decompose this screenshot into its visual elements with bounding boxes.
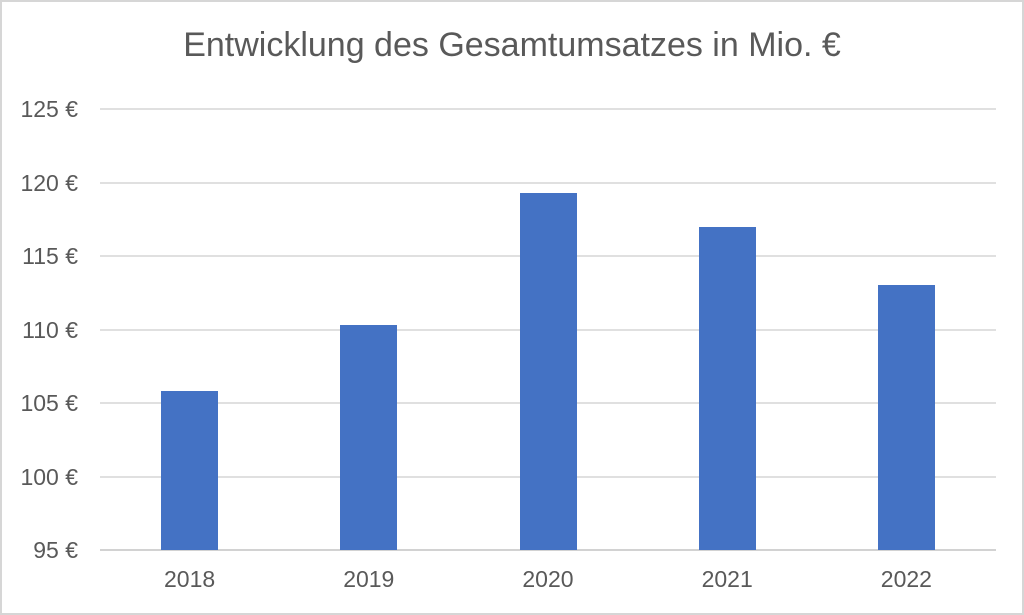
x-axis-label-2018: 2018 xyxy=(164,566,216,592)
y-axis-tick-label: 100 € xyxy=(20,463,78,490)
chart-title: Entwicklung des Gesamtumsatzes in Mio. € xyxy=(183,26,841,64)
y-axis-tick-label: 120 € xyxy=(20,169,78,196)
x-axis-label-2022: 2022 xyxy=(880,566,932,592)
bar-2018 xyxy=(161,391,219,550)
gridline xyxy=(100,181,996,184)
y-axis-tick-label: 105 € xyxy=(20,390,78,416)
x-axis-label-2021: 2021 xyxy=(701,566,753,592)
y-axis-tick-label: 125 € xyxy=(20,96,78,122)
bar-2022 xyxy=(877,285,935,550)
bar-2020 xyxy=(519,192,577,550)
y-axis-tick-label: 115 € xyxy=(22,243,78,269)
y-axis-tick-label: 110 € xyxy=(22,316,78,343)
bar-2019 xyxy=(340,325,398,550)
x-axis-line xyxy=(100,549,996,551)
bar-2021 xyxy=(698,226,756,550)
x-axis-label-2019: 2019 xyxy=(343,566,395,592)
x-axis-label-2020: 2020 xyxy=(522,566,574,592)
y-axis-tick-label: 95 € xyxy=(33,537,78,563)
gridline xyxy=(100,108,996,110)
